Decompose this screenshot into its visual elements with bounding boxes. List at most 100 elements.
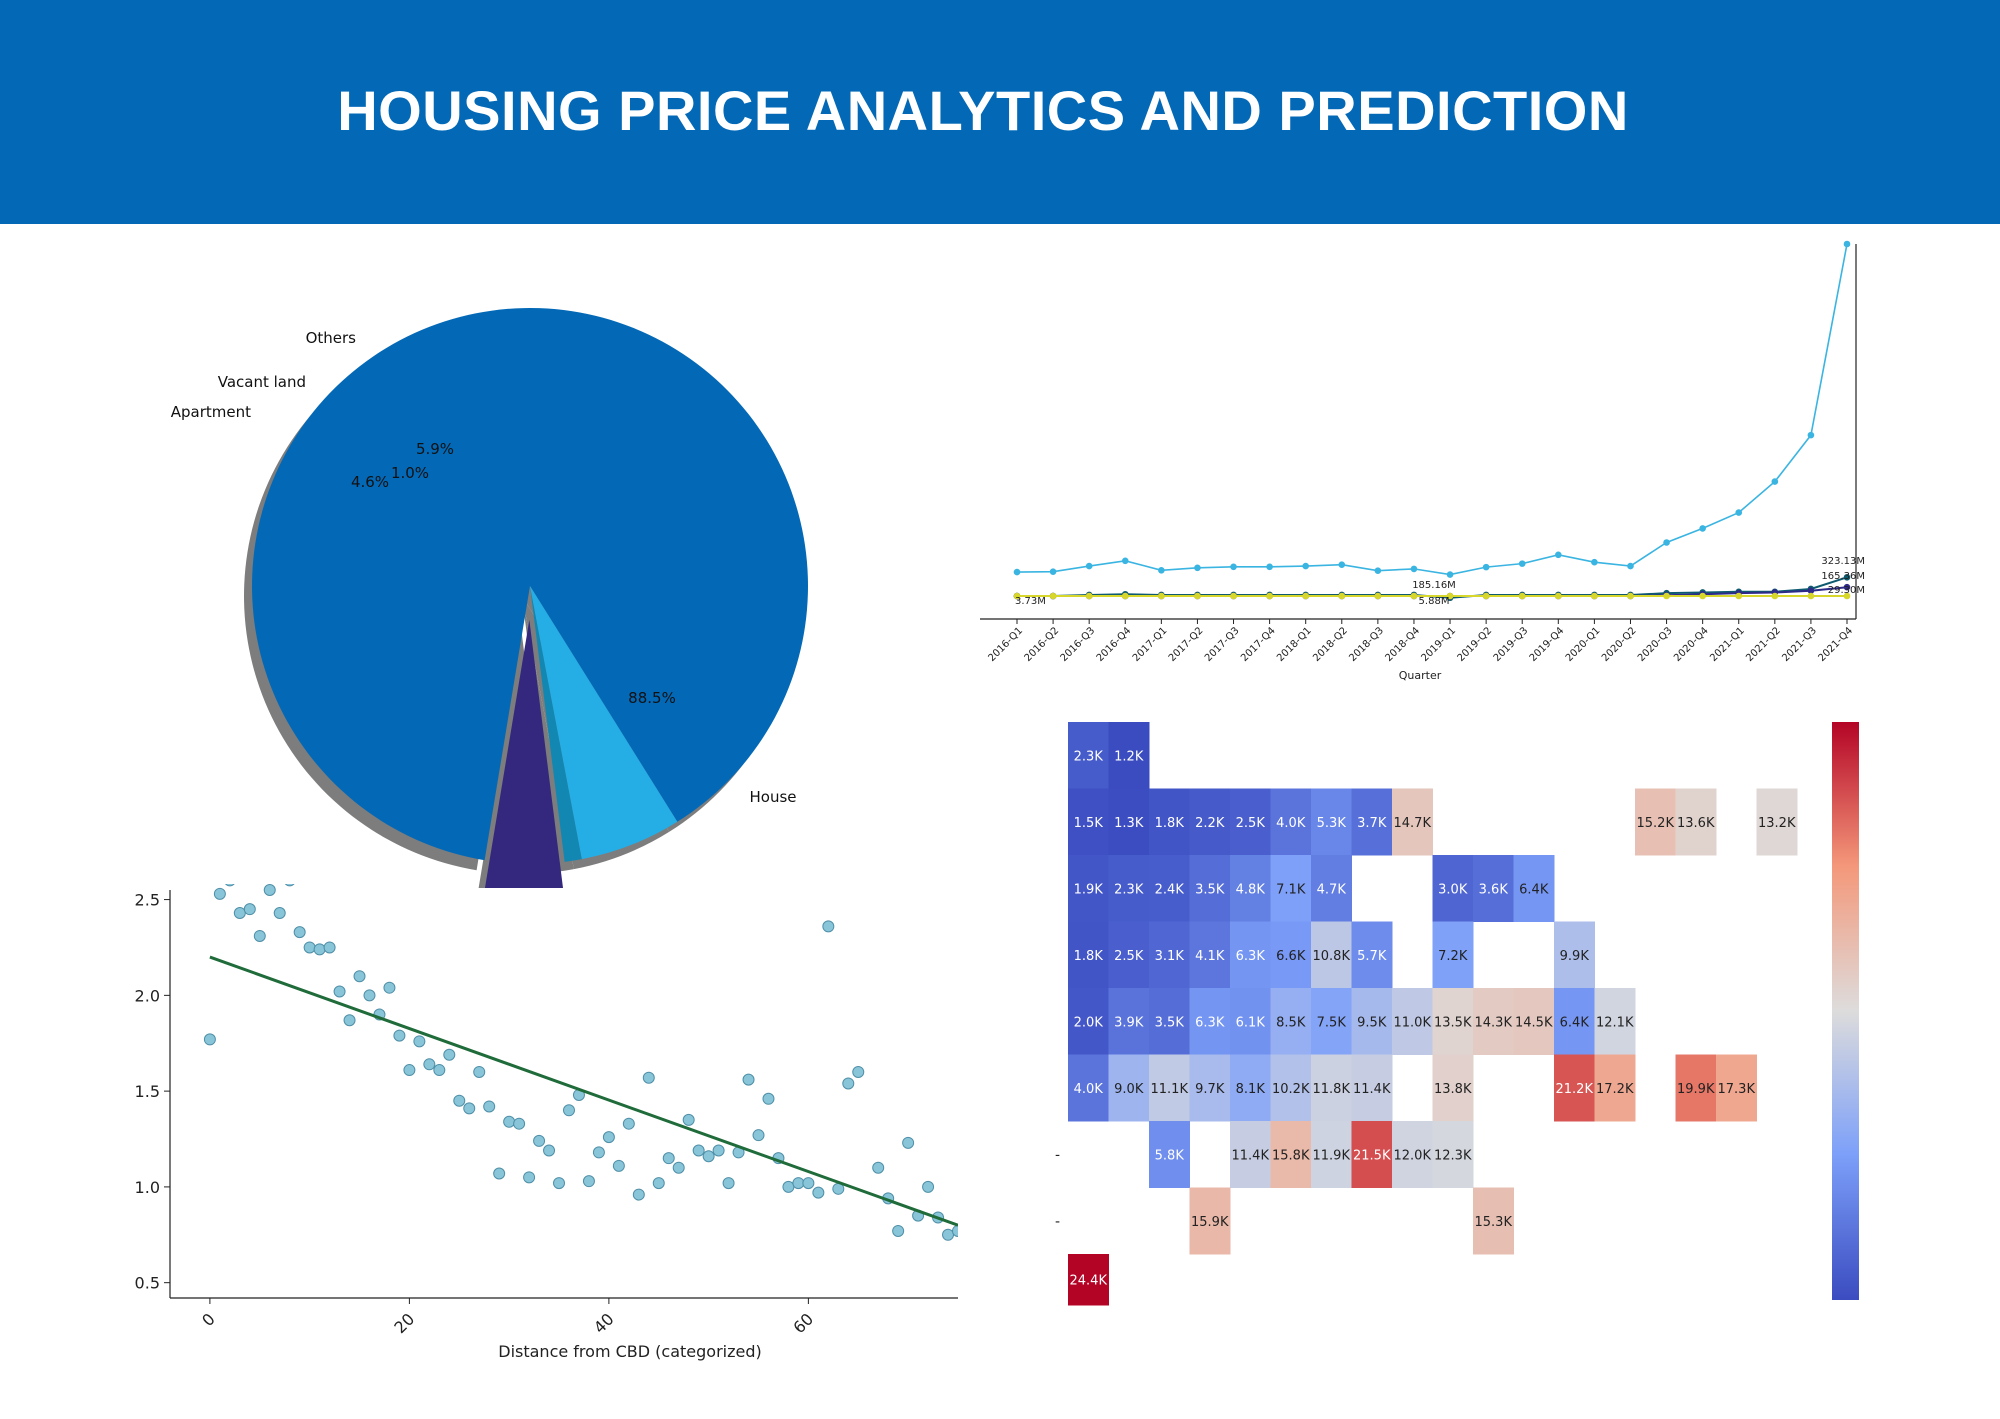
heatmap-cell: [1351, 788, 1393, 856]
scatter-point: [233, 906, 246, 919]
heatmap-cell-label: 10.2K: [1272, 1082, 1310, 1097]
heatmap-cell-label: 13.5K: [1434, 1015, 1472, 1030]
line-point: [1807, 587, 1815, 595]
heatmap-cell-label: 4.8K: [1236, 882, 1266, 897]
scatter-point: [562, 1104, 575, 1117]
scatter-point: [802, 1177, 815, 1190]
heatmap-cell: [1068, 1054, 1109, 1122]
heatmap-cell: [1068, 722, 1109, 789]
line-point: [1663, 539, 1670, 546]
scatter-point: [902, 1136, 915, 1149]
line-x-tick-label: 2017-Q3: [1203, 625, 1242, 664]
heatmap-cell-label: 9.7K: [1195, 1082, 1225, 1097]
heatmap-cell: [1311, 855, 1352, 922]
heatmap-cell-label: 8.1K: [1236, 1082, 1266, 1097]
line-x-tick-label: 2016-Q2: [1023, 625, 1062, 664]
heatmap-cell-label: 1.3K: [1114, 816, 1144, 831]
line-point: [1302, 592, 1309, 600]
heatmap-cell-label: 8.5K: [1276, 1015, 1306, 1030]
scatter-point: [942, 1228, 955, 1241]
scatter-point: [782, 1180, 795, 1193]
heatmap-cell: [1432, 988, 1474, 1055]
line-point: [1555, 592, 1562, 600]
heatmap-cell-label: 3.0K: [1438, 882, 1468, 897]
line-point: [1699, 592, 1706, 600]
heatmap-cell-label: 5.8K: [1155, 1148, 1185, 1163]
scatter-point: [812, 1186, 825, 1199]
line-x-tick-label: 2019-Q3: [1492, 625, 1531, 664]
heatmap-cell-label: 6.4K: [1560, 1015, 1590, 1030]
heatmap-cell-label: 1.5K: [1074, 816, 1104, 831]
scatter-point: [333, 985, 346, 998]
line-point: [1266, 592, 1273, 600]
line-point: [1735, 592, 1743, 600]
line-point: [1013, 568, 1021, 576]
line-point: [1843, 583, 1851, 591]
header-banner: HOUSING PRICE ANALYTICS AND PREDICTION: [0, 0, 2000, 224]
line-point: [1699, 525, 1706, 532]
heatmap-cell: [1311, 1121, 1352, 1188]
line-x-axis-label: Quarter: [1399, 669, 1442, 682]
heatmap-cell: [1513, 855, 1555, 922]
scatter-point: [483, 1100, 496, 1113]
heatmap-cell-label: 6.3K: [1195, 1015, 1225, 1030]
pie-category-label: Apartment: [171, 403, 251, 421]
line-annotation: 5.88M: [1419, 596, 1450, 607]
line-x-tick-label: 2018-Q1: [1275, 625, 1314, 664]
heatmap-cell: [1270, 1121, 1312, 1188]
scatter-point: [543, 1144, 556, 1157]
pie-chart: 88.5% House 4.6% Apartment 1.0% Vacant land 5.…: [0, 224, 1000, 908]
heatmap-cell: [1351, 921, 1393, 989]
pie-slice-others: [530, 586, 678, 860]
heatmap-cell-label: 11.8K: [1313, 1082, 1351, 1097]
line-point: [1410, 592, 1418, 600]
scatter-point: [383, 981, 396, 994]
heatmap-cell-label: 3.1K: [1155, 949, 1185, 964]
heatmap-cell: [1554, 1054, 1595, 1122]
heatmap-cell-label: 11.4K: [1353, 1082, 1391, 1097]
heatmap-cell-label: 7.1K: [1276, 882, 1306, 897]
scatter-point: [523, 1171, 536, 1184]
heatmap-cell: [1513, 988, 1555, 1055]
heatmap-cell-label: 4.0K: [1276, 816, 1306, 831]
pie-pct-label: 1.0%: [391, 464, 429, 482]
line-point: [1807, 592, 1815, 600]
heatmap-cell-label: 10.8K: [1313, 949, 1351, 964]
scatter-point: [533, 1134, 546, 1147]
heatmap-cell: [1068, 921, 1109, 989]
scatter-x-tick-label: 0: [198, 1309, 219, 1330]
line-point: [1194, 564, 1201, 572]
heatmap-cell: [1473, 988, 1514, 1055]
heatmap-cell-label: 9.5K: [1357, 1015, 1387, 1030]
scatter-point: [513, 1117, 526, 1130]
heatmap-cell-label: 15.9K: [1191, 1215, 1229, 1230]
heatmap-cell: [1230, 788, 1271, 856]
scatter-point: [642, 1071, 655, 1084]
heatmap-cell: [1108, 855, 1150, 922]
heatmap-cell-label: 21.5K: [1353, 1148, 1391, 1163]
heatmap-cell-label: 3.7K: [1357, 816, 1387, 831]
heatmap-cell-label: 9.9K: [1560, 949, 1590, 964]
line-point: [1013, 592, 1021, 600]
heatmap-cell-label: 2.3K: [1074, 749, 1104, 764]
scatter-point: [553, 1177, 566, 1190]
scatter-point: [363, 989, 376, 1002]
heatmap-cell-label: 11.4K: [1232, 1148, 1270, 1163]
line-point: [1627, 562, 1634, 570]
scatter-point: [602, 1131, 615, 1144]
scatter-y-tick-label: 2.5: [135, 891, 160, 910]
heatmap-cell: [1351, 1054, 1393, 1122]
scatter-point: [343, 1014, 356, 1027]
heatmap-cell-label: 11.1K: [1151, 1082, 1189, 1097]
line-point: [1591, 592, 1598, 600]
heatmap-cell-label: 1.8K: [1074, 949, 1104, 964]
heatmap-cell-label: 2.3K: [1114, 882, 1144, 897]
scatter-x-tick-label: 40: [590, 1309, 618, 1337]
line-chart: 2016-Q1 2016-Q2 2016-Q3 2016-Q4 2017-Q1 2017-…: [960, 224, 2000, 684]
scatter-point: [662, 1152, 675, 1165]
line-point: [1591, 558, 1598, 566]
heatmap-cell-label: 6.1K: [1236, 1015, 1266, 1030]
heatmap-cell: [1351, 1121, 1393, 1188]
scatter-y-tick-label: 2.0: [135, 986, 160, 1005]
scatter-point: [872, 1161, 885, 1174]
